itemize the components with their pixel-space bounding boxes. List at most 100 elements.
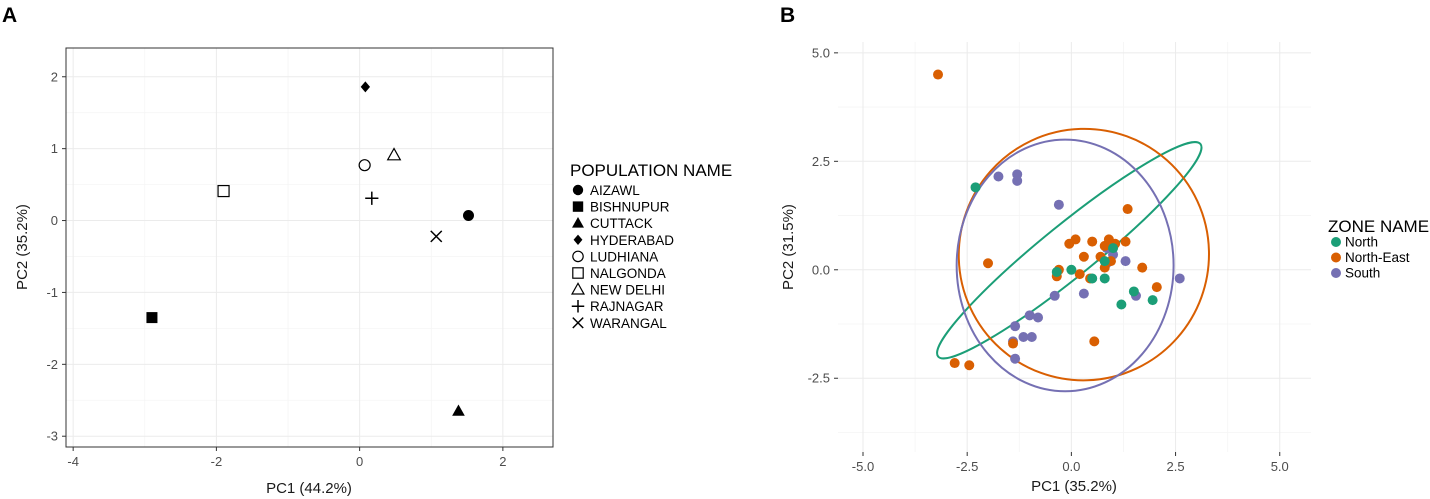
point-north — [1087, 273, 1098, 284]
point-north-east — [983, 258, 994, 269]
point-south — [1120, 256, 1131, 267]
panel-b-x-ticks: -5.0 -2.5 0.0 2.5 5.0 — [852, 452, 1289, 474]
point-south — [1012, 169, 1023, 180]
x-tick-label: 0.0 — [1062, 459, 1080, 474]
legend-marker-new-delhi — [570, 282, 586, 295]
legend-item-label: LUDHIANA — [590, 249, 658, 264]
point-south — [1018, 332, 1029, 343]
ellipse-north — [936, 141, 1203, 360]
point-warangal — [430, 230, 443, 243]
legend-item-label: HYDERABAD — [590, 233, 674, 248]
point-south — [1026, 332, 1037, 343]
y-tick-label: 5.0 — [812, 45, 830, 60]
panel-a-legend-title: POPULATION NAME — [570, 161, 732, 180]
point-north — [970, 182, 981, 193]
point-rajnagar — [365, 191, 379, 205]
point-north — [1066, 264, 1077, 275]
point-cuttack — [452, 404, 465, 416]
legend-item-label: AIZAWL — [590, 183, 640, 198]
panel-b: B -5.0 -2.5 0.0 2.5 5.0 5.0 2.5 0.0 -2.5 PC1 (3… — [780, 4, 1429, 495]
legend-item-label: BISHNUPUR — [590, 200, 670, 215]
panel-b-y-axis-label: PC2 (31.5%) — [780, 204, 797, 290]
y-tick-label: -2 — [46, 357, 58, 372]
panel-b-ellipses — [936, 127, 1210, 393]
point-ludhiana — [358, 159, 371, 172]
point-north — [1099, 256, 1110, 267]
y-tick-label: 2 — [51, 69, 58, 84]
point-north-east — [1122, 204, 1133, 215]
panel-a-points — [146, 81, 474, 416]
point-south — [1010, 353, 1021, 364]
panel-a-x-ticks: -4 -2 0 2 — [67, 447, 506, 469]
legend-marker-north-east — [1331, 252, 1341, 263]
legend-item-label: North — [1345, 235, 1378, 250]
point-north-east — [1074, 269, 1085, 280]
legend-item-label: South — [1345, 266, 1380, 281]
point-nalgonda — [217, 184, 230, 198]
point-north-east — [1151, 282, 1162, 293]
x-tick-label: 2 — [499, 454, 506, 469]
x-tick-label: -4 — [67, 454, 79, 469]
point-north-east — [1087, 236, 1098, 247]
y-tick-label: 1 — [51, 141, 58, 156]
x-tick-label: 5.0 — [1271, 459, 1289, 474]
point-north — [1147, 295, 1158, 306]
x-tick-label: 2.5 — [1167, 459, 1185, 474]
ellipse-south — [955, 138, 1175, 393]
panel-b-points — [933, 69, 1185, 371]
legend-marker-warangal — [572, 317, 584, 329]
panel-a-label: A — [2, 4, 17, 27]
x-tick-label: -2.5 — [956, 459, 978, 474]
panel-a-plot-area — [66, 48, 553, 447]
legend-marker-north — [1331, 237, 1341, 247]
legend-marker-aizawl — [572, 184, 584, 196]
y-tick-label: -2.5 — [808, 371, 830, 386]
point-north — [1116, 299, 1127, 310]
y-tick-label: 0.0 — [812, 262, 830, 277]
panel-b-y-ticks: 5.0 2.5 0.0 -2.5 — [808, 45, 838, 386]
legend-marker-hyderabad — [573, 234, 583, 245]
panel-b-label: B — [780, 4, 795, 27]
legend-item-label: CUTTACK — [590, 216, 653, 231]
point-north-east — [1008, 338, 1019, 349]
panel-a: A -4 -2 0 2 2 1 0 -1 -2 -3 PC1 (44.2%) PC2 (35.2… — [2, 4, 732, 497]
panel-a-y-axis-label: PC2 (35.2%) — [14, 204, 31, 290]
panel-b-plot-area — [838, 42, 1311, 452]
y-tick-label: 0 — [51, 213, 58, 228]
x-tick-label: -5.0 — [852, 459, 874, 474]
point-north-east — [964, 360, 975, 371]
point-south — [993, 171, 1004, 182]
point-hyderabad — [360, 81, 371, 93]
x-tick-label: 0 — [356, 454, 363, 469]
legend-marker-south — [1331, 268, 1341, 278]
point-south — [1010, 321, 1021, 332]
point-north-east — [1120, 236, 1131, 247]
point-south — [1053, 199, 1064, 210]
point-north-east — [949, 358, 960, 369]
panel-a-plot-border — [65, 47, 554, 448]
legend-item-label: NEW DELHI — [590, 283, 665, 298]
point-north — [1099, 273, 1110, 284]
point-north-east — [1070, 234, 1081, 245]
legend-item-label: RAJNAGAR — [590, 299, 664, 314]
y-tick-label: -1 — [46, 285, 58, 300]
panel-a-x-axis-label: PC1 (44.2%) — [266, 480, 352, 497]
legend-marker-cuttack — [572, 216, 584, 228]
point-new-delhi — [386, 147, 402, 161]
legend-marker-bishnupur — [572, 201, 584, 212]
legend-marker-rajnagar — [571, 299, 585, 313]
point-south — [1174, 273, 1185, 284]
point-south — [1078, 288, 1089, 299]
panel-b-x-axis-label: PC1 (35.2%) — [1031, 478, 1117, 495]
point-south — [1024, 310, 1035, 321]
point-north-east — [933, 69, 944, 80]
x-tick-label: -2 — [211, 454, 223, 469]
legend-item-label: NALGONDA — [590, 266, 666, 281]
point-south — [1049, 290, 1060, 301]
panel-a-grid — [66, 48, 553, 447]
point-north — [1108, 243, 1119, 254]
y-tick-label: -3 — [46, 429, 58, 444]
